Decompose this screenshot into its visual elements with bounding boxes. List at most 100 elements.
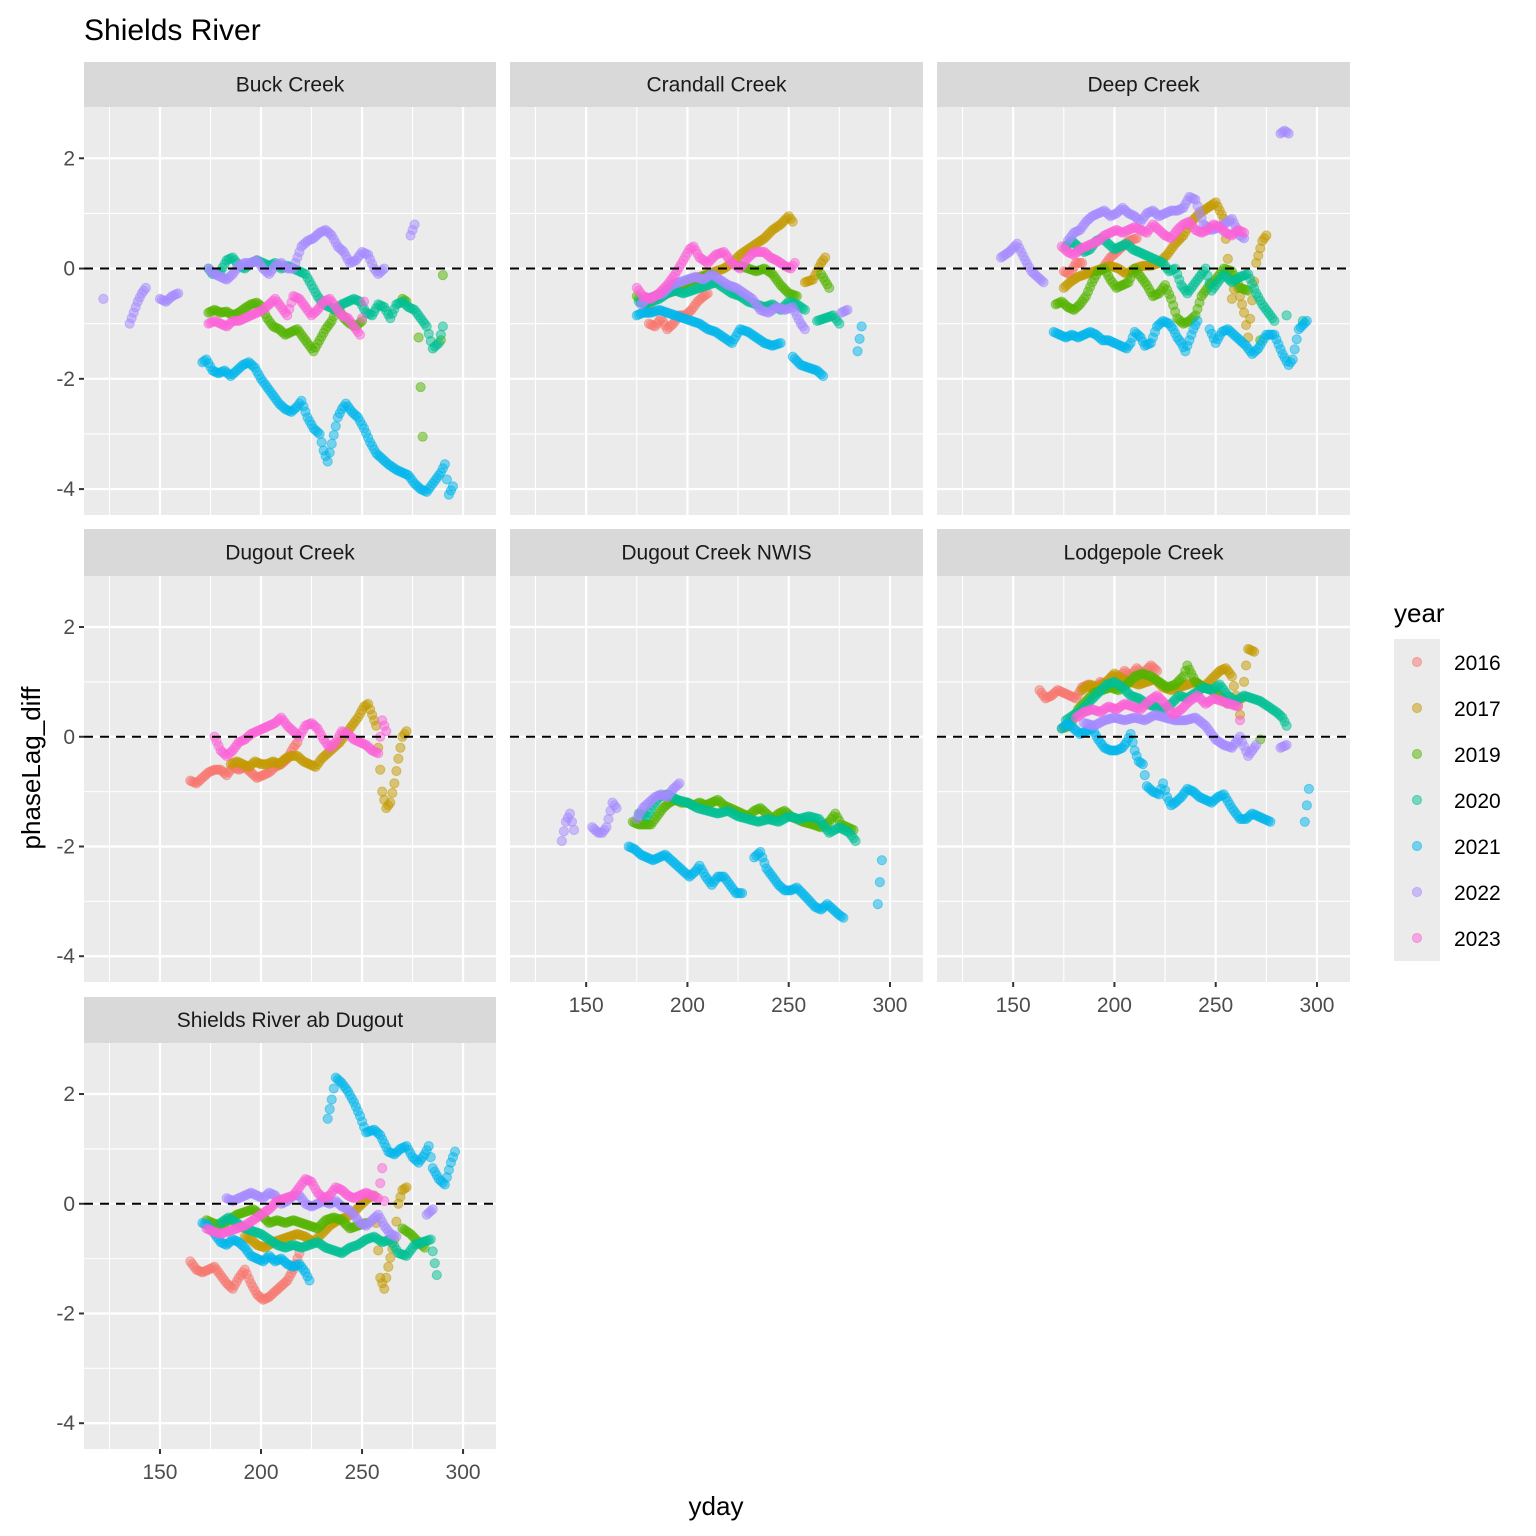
facet-panels: Buck Creek -4 -2 0 2 Crandall Creek Deep Creek…	[56, 62, 1350, 1484]
facet-buck-creek: Buck Creek -4 -2 0 2	[56, 62, 496, 515]
data-point-2020	[834, 318, 845, 329]
data-point-2021	[304, 1275, 315, 1286]
y-axis-title: phaseLag_diff	[16, 686, 46, 850]
data-point-2022	[566, 816, 578, 827]
y-tick-label: 0	[63, 258, 75, 281]
data-point-2021	[872, 898, 883, 910]
data-point-2017	[389, 778, 400, 789]
facet-deep-creek: Deep Creek	[937, 62, 1350, 515]
data-point-2021	[818, 370, 829, 382]
data-point-2020	[1281, 720, 1292, 731]
facet-dugout-creek-nwis: Dugout Creek NWIS 150 200 250 300	[510, 529, 923, 1017]
data-point-2017	[391, 765, 402, 777]
data-point-2017	[1228, 680, 1240, 692]
data-point-2022	[173, 288, 184, 299]
data-point-2017	[375, 764, 386, 775]
data-point-2021	[775, 337, 786, 349]
data-point-2017	[1249, 646, 1260, 657]
data-point-2019	[417, 431, 428, 442]
y-tick-label: -2	[56, 835, 75, 858]
data-point-2023	[356, 313, 368, 324]
data-point-2021	[838, 912, 849, 923]
data-point-2021	[328, 429, 339, 441]
data-point-2021	[1139, 770, 1150, 781]
data-point-2020	[429, 1258, 440, 1269]
facet-strip-label: Crandall Creek	[646, 74, 787, 97]
data-point-2019	[413, 332, 424, 343]
data-point-2022	[799, 324, 811, 335]
data-point-2021	[1301, 800, 1312, 811]
data-point-2021	[1192, 315, 1203, 327]
data-point-2023	[358, 296, 370, 307]
x-tick-label: 150	[569, 994, 604, 1017]
data-point-2023	[789, 257, 800, 269]
data-point-2022	[409, 219, 420, 230]
x-tick-label: 300	[872, 994, 907, 1017]
chart-title: Shields River	[84, 14, 261, 47]
data-point-2023	[1238, 227, 1250, 238]
data-point-2022	[379, 263, 390, 274]
data-point-2020	[427, 1246, 438, 1257]
x-tick-label: 150	[996, 994, 1031, 1017]
data-point-2017	[1261, 230, 1272, 241]
facet-lodgepole-creek: Lodgepole Creek 150 200 250 300	[937, 529, 1350, 1017]
x-tick-label: 300	[1299, 994, 1334, 1017]
data-point-2017	[820, 252, 831, 263]
facet-strip-label: Dugout Creek NWIS	[621, 542, 811, 565]
data-point-2021	[876, 855, 887, 866]
data-point-2020	[435, 329, 446, 340]
data-point-2021	[1287, 354, 1298, 365]
legend: year 2016 2017 2019 2020 2021 2022 2023	[1394, 598, 1501, 961]
data-point-2017	[401, 726, 412, 737]
x-axis-title: yday	[689, 1491, 744, 1521]
data-point-2017	[379, 1283, 390, 1294]
data-point-2021	[856, 321, 867, 332]
data-point-2021	[1291, 334, 1302, 345]
points	[995, 125, 1312, 371]
data-point-2017	[383, 1261, 394, 1272]
data-point-2022	[1038, 277, 1049, 288]
data-point-2021	[314, 428, 325, 440]
facet-strip-label: Deep Creek	[1087, 74, 1200, 97]
data-point-2023	[1234, 715, 1246, 726]
data-point-2021	[425, 1152, 436, 1163]
data-point-2017	[381, 1272, 392, 1283]
data-point-2020	[799, 304, 811, 315]
data-point-2023	[377, 1162, 388, 1174]
data-point-2021	[330, 421, 341, 432]
data-point-2021	[1127, 737, 1138, 748]
data-point-2019	[437, 270, 448, 281]
legend-key-2016	[1411, 656, 1423, 668]
facet-strip	[84, 62, 496, 107]
data-point-2017	[1226, 671, 1238, 682]
legend-label-2017: 2017	[1454, 698, 1501, 721]
data-point-2023	[375, 1178, 386, 1189]
data-point-2021	[326, 438, 337, 449]
data-point-2021	[1301, 315, 1312, 327]
data-point-2022	[558, 826, 569, 837]
panel-background	[510, 576, 923, 982]
data-point-2019	[824, 282, 835, 293]
data-point-2022	[611, 802, 622, 814]
legend-key-2023	[1411, 932, 1423, 944]
x-tick-label: 200	[243, 1461, 278, 1484]
y-tick-label: 2	[63, 1083, 75, 1106]
legend-label-2020: 2020	[1454, 790, 1501, 813]
data-point-2021	[1299, 816, 1310, 827]
legend-key-2017	[1411, 702, 1423, 714]
legend-key-2019	[1411, 748, 1423, 760]
data-point-2022	[556, 835, 567, 847]
data-point-2017	[787, 216, 798, 227]
data-point-2022	[1251, 739, 1262, 751]
data-point-2021	[322, 456, 333, 467]
data-point-2020	[437, 321, 448, 332]
legend-label-2016: 2016	[1454, 652, 1501, 675]
data-point-2022	[568, 824, 580, 836]
facet-crandall-creek: Crandall Creek	[510, 62, 923, 515]
data-point-2017	[377, 786, 388, 797]
y-tick-label: 2	[63, 616, 75, 639]
data-point-2017	[1236, 299, 1248, 310]
data-point-2020	[850, 835, 861, 847]
points	[631, 211, 867, 382]
data-point-2017	[1222, 253, 1233, 264]
